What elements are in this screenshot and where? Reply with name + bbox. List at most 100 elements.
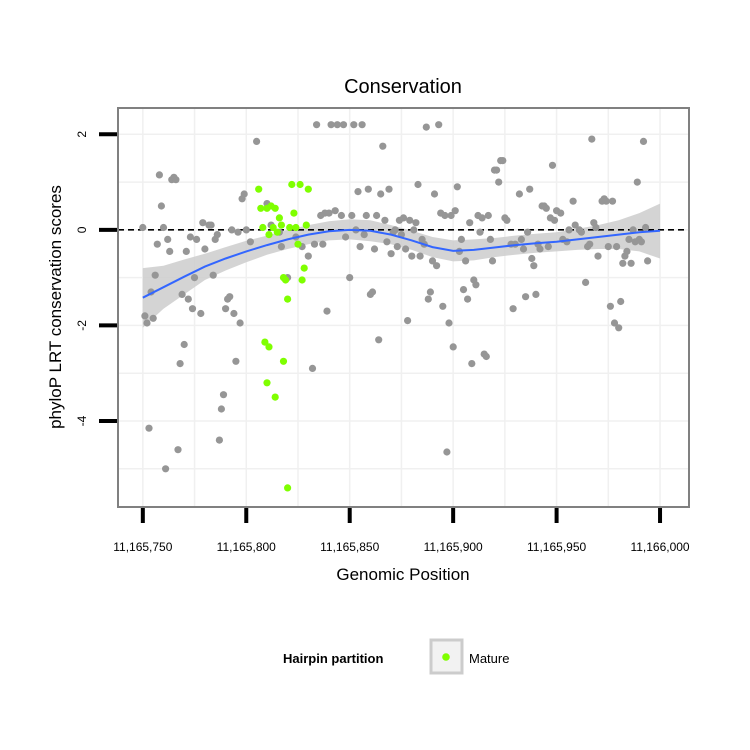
data-point xyxy=(466,219,474,227)
data-point xyxy=(337,211,345,220)
data-point xyxy=(486,235,494,243)
data-point xyxy=(582,278,590,286)
data-point xyxy=(370,245,379,253)
data-point-mature xyxy=(300,264,308,272)
data-point-mature xyxy=(263,379,271,387)
data-point xyxy=(368,288,377,296)
data-point-mature xyxy=(271,204,279,212)
data-point xyxy=(159,223,168,232)
data-point xyxy=(615,324,623,332)
data-point xyxy=(393,243,401,251)
points-series-mature xyxy=(255,180,312,492)
data-point-mature xyxy=(259,223,267,232)
y-tick-label: -2 xyxy=(75,320,89,331)
data-point xyxy=(230,309,238,318)
legend: Hairpin partition Mature xyxy=(283,638,509,675)
x-axis: 11,165,750 11,165,800 11,165,850 11,165,900… xyxy=(113,508,690,554)
data-point xyxy=(495,178,503,186)
data-point-mature xyxy=(304,185,312,193)
data-point xyxy=(404,317,412,325)
data-point xyxy=(240,190,248,198)
data-point xyxy=(426,288,434,296)
data-point xyxy=(323,307,331,315)
data-point xyxy=(472,281,480,289)
data-point xyxy=(524,228,532,236)
legend-label-mature: Mature xyxy=(469,651,509,666)
x-tick-label: 11,165,750 xyxy=(113,540,172,554)
data-point xyxy=(457,235,465,243)
data-point xyxy=(178,290,186,298)
data-point xyxy=(623,247,631,255)
data-point xyxy=(484,211,492,220)
data-point xyxy=(277,243,285,251)
data-point xyxy=(586,240,594,248)
data-point xyxy=(180,340,188,349)
data-point xyxy=(571,221,579,229)
data-point xyxy=(327,121,335,129)
data-point xyxy=(476,228,484,236)
data-point xyxy=(350,121,358,129)
data-point xyxy=(629,226,637,234)
data-point xyxy=(627,259,635,267)
data-point xyxy=(453,183,461,191)
data-point xyxy=(542,204,550,212)
data-point xyxy=(383,238,391,246)
data-point xyxy=(319,240,327,248)
data-point-mature xyxy=(288,180,296,189)
data-point-mature xyxy=(255,185,263,193)
panel-border xyxy=(117,107,690,508)
data-point xyxy=(639,137,648,145)
data-point-mature xyxy=(302,221,310,229)
data-point xyxy=(226,293,234,301)
x-tick-label: 11,165,800 xyxy=(217,540,276,554)
data-point xyxy=(157,202,165,210)
data-point-mature xyxy=(286,223,294,232)
data-point xyxy=(304,252,312,260)
data-point xyxy=(402,245,410,253)
data-point xyxy=(451,207,459,215)
data-point xyxy=(387,250,395,258)
data-point xyxy=(356,243,364,251)
data-point xyxy=(228,226,236,234)
data-point xyxy=(143,319,151,327)
data-point xyxy=(530,262,538,270)
data-point xyxy=(610,319,619,327)
x-tick-label: 11,165,850 xyxy=(320,540,379,554)
data-point xyxy=(310,240,319,248)
data-point xyxy=(253,137,261,145)
data-point xyxy=(428,257,437,265)
data-point xyxy=(478,214,486,222)
data-point xyxy=(193,235,201,243)
data-point xyxy=(346,274,354,282)
data-point xyxy=(201,245,209,253)
data-point xyxy=(391,226,399,234)
data-point xyxy=(637,238,646,246)
data-point xyxy=(385,185,393,193)
data-point-mature xyxy=(279,357,288,365)
data-point xyxy=(416,252,424,260)
data-point xyxy=(149,314,157,322)
data-point-mature xyxy=(296,180,304,189)
data-point xyxy=(594,252,602,260)
data-point-mature xyxy=(257,204,265,212)
x-tick-label: 11,166,000 xyxy=(630,540,689,554)
data-point xyxy=(153,240,161,248)
data-point xyxy=(199,219,207,227)
data-point xyxy=(354,188,362,196)
data-point-mature xyxy=(265,231,273,239)
data-point xyxy=(151,271,159,279)
data-point xyxy=(569,197,577,205)
data-point-mature xyxy=(269,223,277,232)
data-point xyxy=(358,121,366,129)
data-point xyxy=(464,295,472,303)
data-point xyxy=(468,360,476,368)
data-point xyxy=(162,465,170,473)
data-point xyxy=(526,185,534,193)
data-point xyxy=(644,257,652,265)
data-point-mature xyxy=(298,276,306,284)
data-point-mature xyxy=(290,209,298,217)
data-point xyxy=(348,211,356,220)
data-point xyxy=(375,336,383,344)
data-point xyxy=(522,293,530,301)
data-point xyxy=(313,121,321,129)
